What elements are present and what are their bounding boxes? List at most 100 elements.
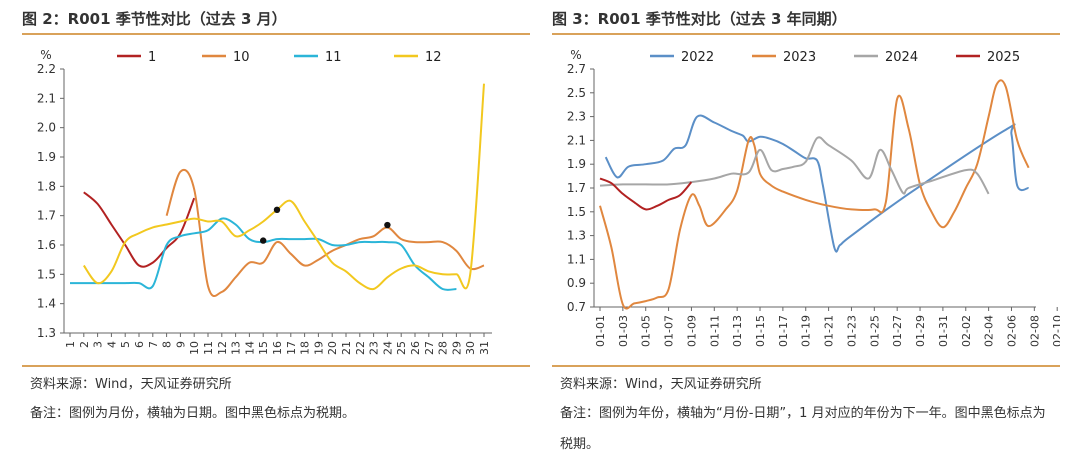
- x-tick-label: 9: [174, 341, 187, 348]
- y-tick-label: 1.7: [37, 209, 56, 223]
- x-tick-label: 12: [216, 341, 229, 355]
- x-tick-label: 01-01: [594, 315, 607, 347]
- legend-label-10: 10: [233, 50, 250, 65]
- y-tick-label: 1.3: [37, 326, 56, 340]
- x-tick-label: 01-27: [891, 315, 904, 347]
- y-unit-label: %: [40, 48, 51, 62]
- x-tick-label: 01-13: [731, 315, 744, 347]
- figure-title: 图 2：R001 季节性对比（过去 3 月）: [22, 10, 287, 28]
- x-tick-label: 30: [464, 341, 477, 355]
- x-tick-label: 11: [202, 341, 215, 355]
- x-tick-label: 23: [368, 341, 381, 355]
- y-tick-label: 1.5: [37, 267, 56, 281]
- r001-seasonal-chart-3-months: %1.31.41.51.61.71.81.92.02.12.21 2 3 4 5 6 7 8 9…: [37, 48, 492, 355]
- series-line-11: [69, 217, 457, 291]
- x-tick-label: 1: [64, 341, 77, 348]
- x-tick-label: 28: [437, 341, 450, 355]
- y-tick-label: 2.1: [567, 133, 586, 147]
- x-tick-label: 01-17: [777, 315, 790, 347]
- x-tick-label: 15: [257, 341, 270, 355]
- x-tick-label: 16: [271, 341, 284, 355]
- x-tick-label: 02-08: [1028, 315, 1041, 347]
- y-tick-label: 1.4: [37, 297, 56, 311]
- note-text: 备注：图例为月份，横轴为日期。图中黑色标点为税期。: [30, 406, 356, 421]
- y-tick-label: 2.7: [567, 62, 586, 76]
- x-tick-label: 01-15: [754, 315, 767, 347]
- x-tick-label: 02-10: [1051, 315, 1060, 347]
- tax-period-dot: [260, 237, 267, 244]
- series-line-2024: [599, 136, 990, 195]
- x-tick-label: 01-07: [663, 315, 676, 347]
- y-tick-label: 1.8: [37, 179, 56, 193]
- legend-label-2025: 2025: [987, 50, 1020, 65]
- y-tick-label: 1.6: [37, 238, 56, 252]
- x-tick-label: 17: [285, 341, 298, 355]
- y-tick-label: 1.5: [567, 205, 586, 219]
- source-rule: [552, 365, 1060, 367]
- source-text: 资料来源：Wind，天风证券研究所: [560, 377, 762, 392]
- legend-label-2023: 2023: [783, 50, 816, 65]
- x-tick-label: 02-06: [1005, 315, 1018, 347]
- x-tick-label: 14: [243, 341, 256, 355]
- x-tick-label: 01-25: [868, 315, 881, 347]
- x-tick-label: 3: [92, 341, 105, 348]
- tax-period-dot: [384, 221, 391, 229]
- legend-label-2022: 2022: [681, 50, 714, 65]
- y-unit-label: %: [570, 48, 581, 62]
- y-tick-label: 1.9: [567, 157, 586, 171]
- tax-period-dot: [273, 206, 281, 213]
- x-tick-label: 20: [326, 341, 339, 355]
- source-rule: [22, 365, 530, 367]
- x-tick-label: 02-04: [983, 315, 996, 347]
- x-tick-label: 25: [395, 341, 408, 355]
- x-tick-label: 2: [78, 341, 91, 348]
- y-tick-label: 0.9: [567, 276, 586, 290]
- x-tick-label: 01-03: [617, 315, 630, 347]
- legend-label-11: 11: [325, 50, 342, 65]
- y-tick-label: 2.2: [37, 62, 56, 76]
- x-tick-label: 01-11: [708, 315, 721, 347]
- x-tick-label: 13: [230, 341, 243, 355]
- left-panel: 图 2：R001 季节性对比（过去 3 月） % 1.3 1.4 1.5 1.6 1.7 1…: [22, 0, 530, 470]
- r001-seasonal-chart-3-years: % 0.7 0.9 1.1 1.3 1.5 1.7 1.9 2.1 2.3 2.5 2.7 01-01 0…: [567, 48, 1060, 347]
- series-line-1: [83, 191, 196, 268]
- x-tick-label: 10: [188, 341, 201, 355]
- x-tick-label: 5: [119, 341, 132, 348]
- series-line-10: [165, 168, 485, 297]
- y-tick-label: 1.3: [567, 229, 586, 243]
- series-line-2023: [599, 79, 1030, 310]
- x-tick-label: 31: [478, 341, 491, 355]
- note-text: 备注：图例为年份，横轴为“月份-日期”，1 月对应的年份为下一年。图中黑色标点为…: [560, 406, 1046, 452]
- y-tick-label: 1.9: [37, 150, 56, 164]
- y-tick-label: 1.7: [567, 181, 586, 195]
- x-tick-label: 24: [381, 341, 394, 355]
- y-tick-label: 0.7: [567, 300, 586, 314]
- series-line-2025: [599, 177, 693, 211]
- x-tick-label: 02-02: [960, 315, 973, 347]
- series-line-12: [82, 83, 485, 291]
- legend-label-1: 1: [148, 50, 156, 65]
- x-tick-label: 01-31: [937, 315, 950, 347]
- x-tick-label: 21: [340, 341, 353, 355]
- y-tick-label: 2.3: [567, 110, 586, 124]
- legend-label-2024: 2024: [885, 50, 918, 65]
- x-tick-label: 4: [105, 341, 118, 348]
- x-tick-label: 27: [423, 341, 436, 355]
- x-tick-label: 26: [409, 341, 422, 355]
- x-tick-label: 22: [354, 341, 367, 355]
- x-tick-label: 6: [133, 341, 146, 348]
- y-tick-label: 2.0: [37, 121, 56, 135]
- y-tick-label: 2.5: [567, 86, 586, 100]
- title-rule: [22, 33, 530, 35]
- x-tick-label: 19: [312, 341, 325, 355]
- x-tick-label: 01-23: [845, 315, 858, 347]
- series-line-2022: [604, 114, 1029, 253]
- x-tick-label: 7: [147, 341, 160, 348]
- title-rule: [552, 33, 1060, 35]
- x-tick-label: 29: [450, 341, 463, 355]
- x-tick-label: 01-21: [823, 315, 836, 347]
- x-tick-label: 18: [299, 341, 312, 355]
- x-tick-label: 01-29: [914, 315, 927, 347]
- source-text: 资料来源：Wind，天风证券研究所: [30, 377, 232, 392]
- legend-label-12: 12: [425, 50, 442, 65]
